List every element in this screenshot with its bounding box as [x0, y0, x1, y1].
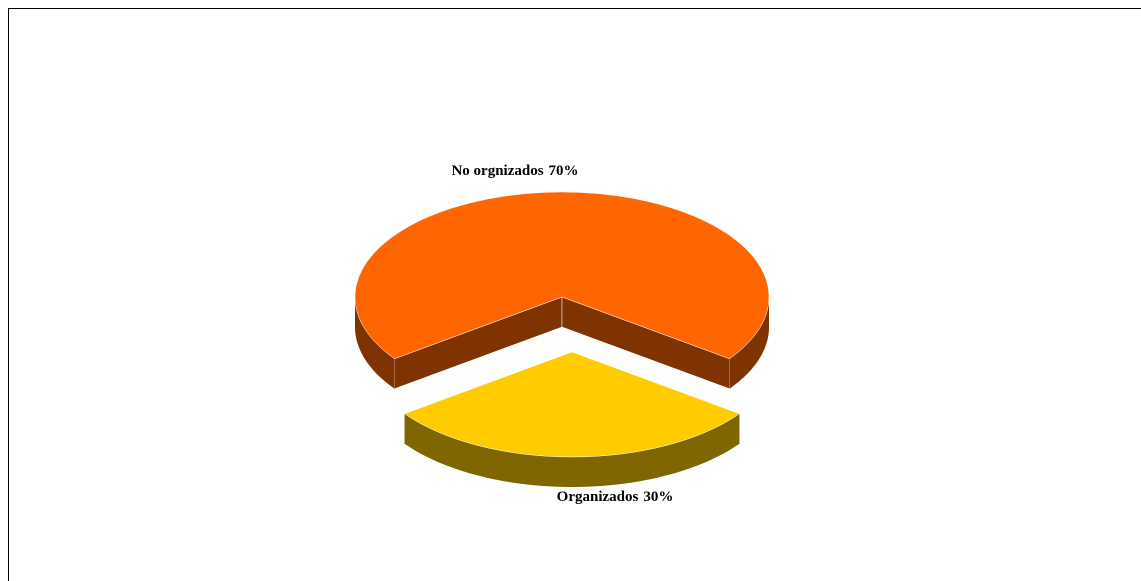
slice-label: Organizados 30%: [557, 489, 674, 505]
slice-side: [355, 297, 395, 389]
slice-side: [404, 413, 740, 487]
slice: [354, 191, 770, 359]
slice-value: 70%: [549, 163, 579, 179]
slice: [403, 351, 741, 458]
slice-category: No orgnizados: [451, 163, 543, 179]
slice-side: [729, 297, 769, 389]
slice-value: 30%: [643, 489, 673, 505]
slice-category: Organizados: [557, 489, 639, 505]
slice-label: No orgnizados 70%: [451, 163, 578, 179]
